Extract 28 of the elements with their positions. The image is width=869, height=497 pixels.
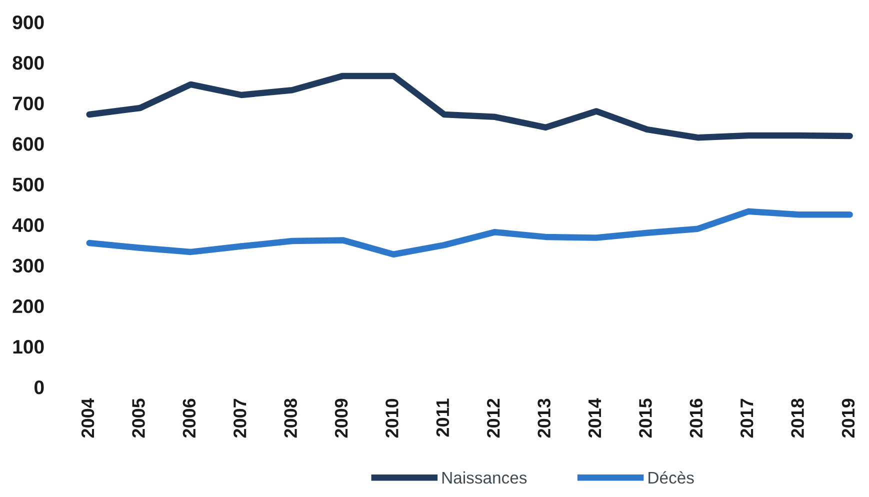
- x-tick-label: 2014: [588, 398, 602, 438]
- x-tick-label: 2005: [132, 398, 145, 438]
- x-tick-label: 2010: [386, 398, 398, 438]
- x-tick-label: 2006: [182, 398, 196, 438]
- x-tick-label: 2017: [740, 398, 754, 438]
- y-tick-label: 700: [12, 96, 44, 110]
- y-tick-label: 500: [12, 178, 44, 192]
- x-tick-label: 2013: [538, 398, 550, 438]
- x-tick-label: 2012: [486, 398, 500, 438]
- y-tick-label: 400: [12, 218, 44, 232]
- x-tick-label: 2004: [81, 398, 94, 438]
- legend-label: Décès: [648, 471, 694, 484]
- y-tick-label: 800: [12, 56, 44, 70]
- x-tick-label: 2008: [284, 398, 297, 438]
- legend-label: Naissances: [442, 471, 527, 484]
- x-tick-label: 2016: [690, 398, 703, 438]
- x-tick-label: 2018: [791, 398, 804, 438]
- y-tick-label: 600: [12, 137, 44, 151]
- x-tick-label: 2007: [234, 398, 246, 438]
- x-tick-label: 2009: [334, 398, 348, 438]
- x-tick-label: 2011: [436, 398, 450, 437]
- y-tick-label: 0: [34, 380, 44, 394]
- y-tick-label: 100: [13, 340, 44, 354]
- y-tick-label: 300: [12, 258, 44, 273]
- y-tick-label: 900: [12, 15, 44, 30]
- x-tick-label: 2015: [639, 398, 652, 438]
- y-tick-label: 200: [12, 299, 44, 314]
- x-tick-label: 2019: [842, 398, 855, 438]
